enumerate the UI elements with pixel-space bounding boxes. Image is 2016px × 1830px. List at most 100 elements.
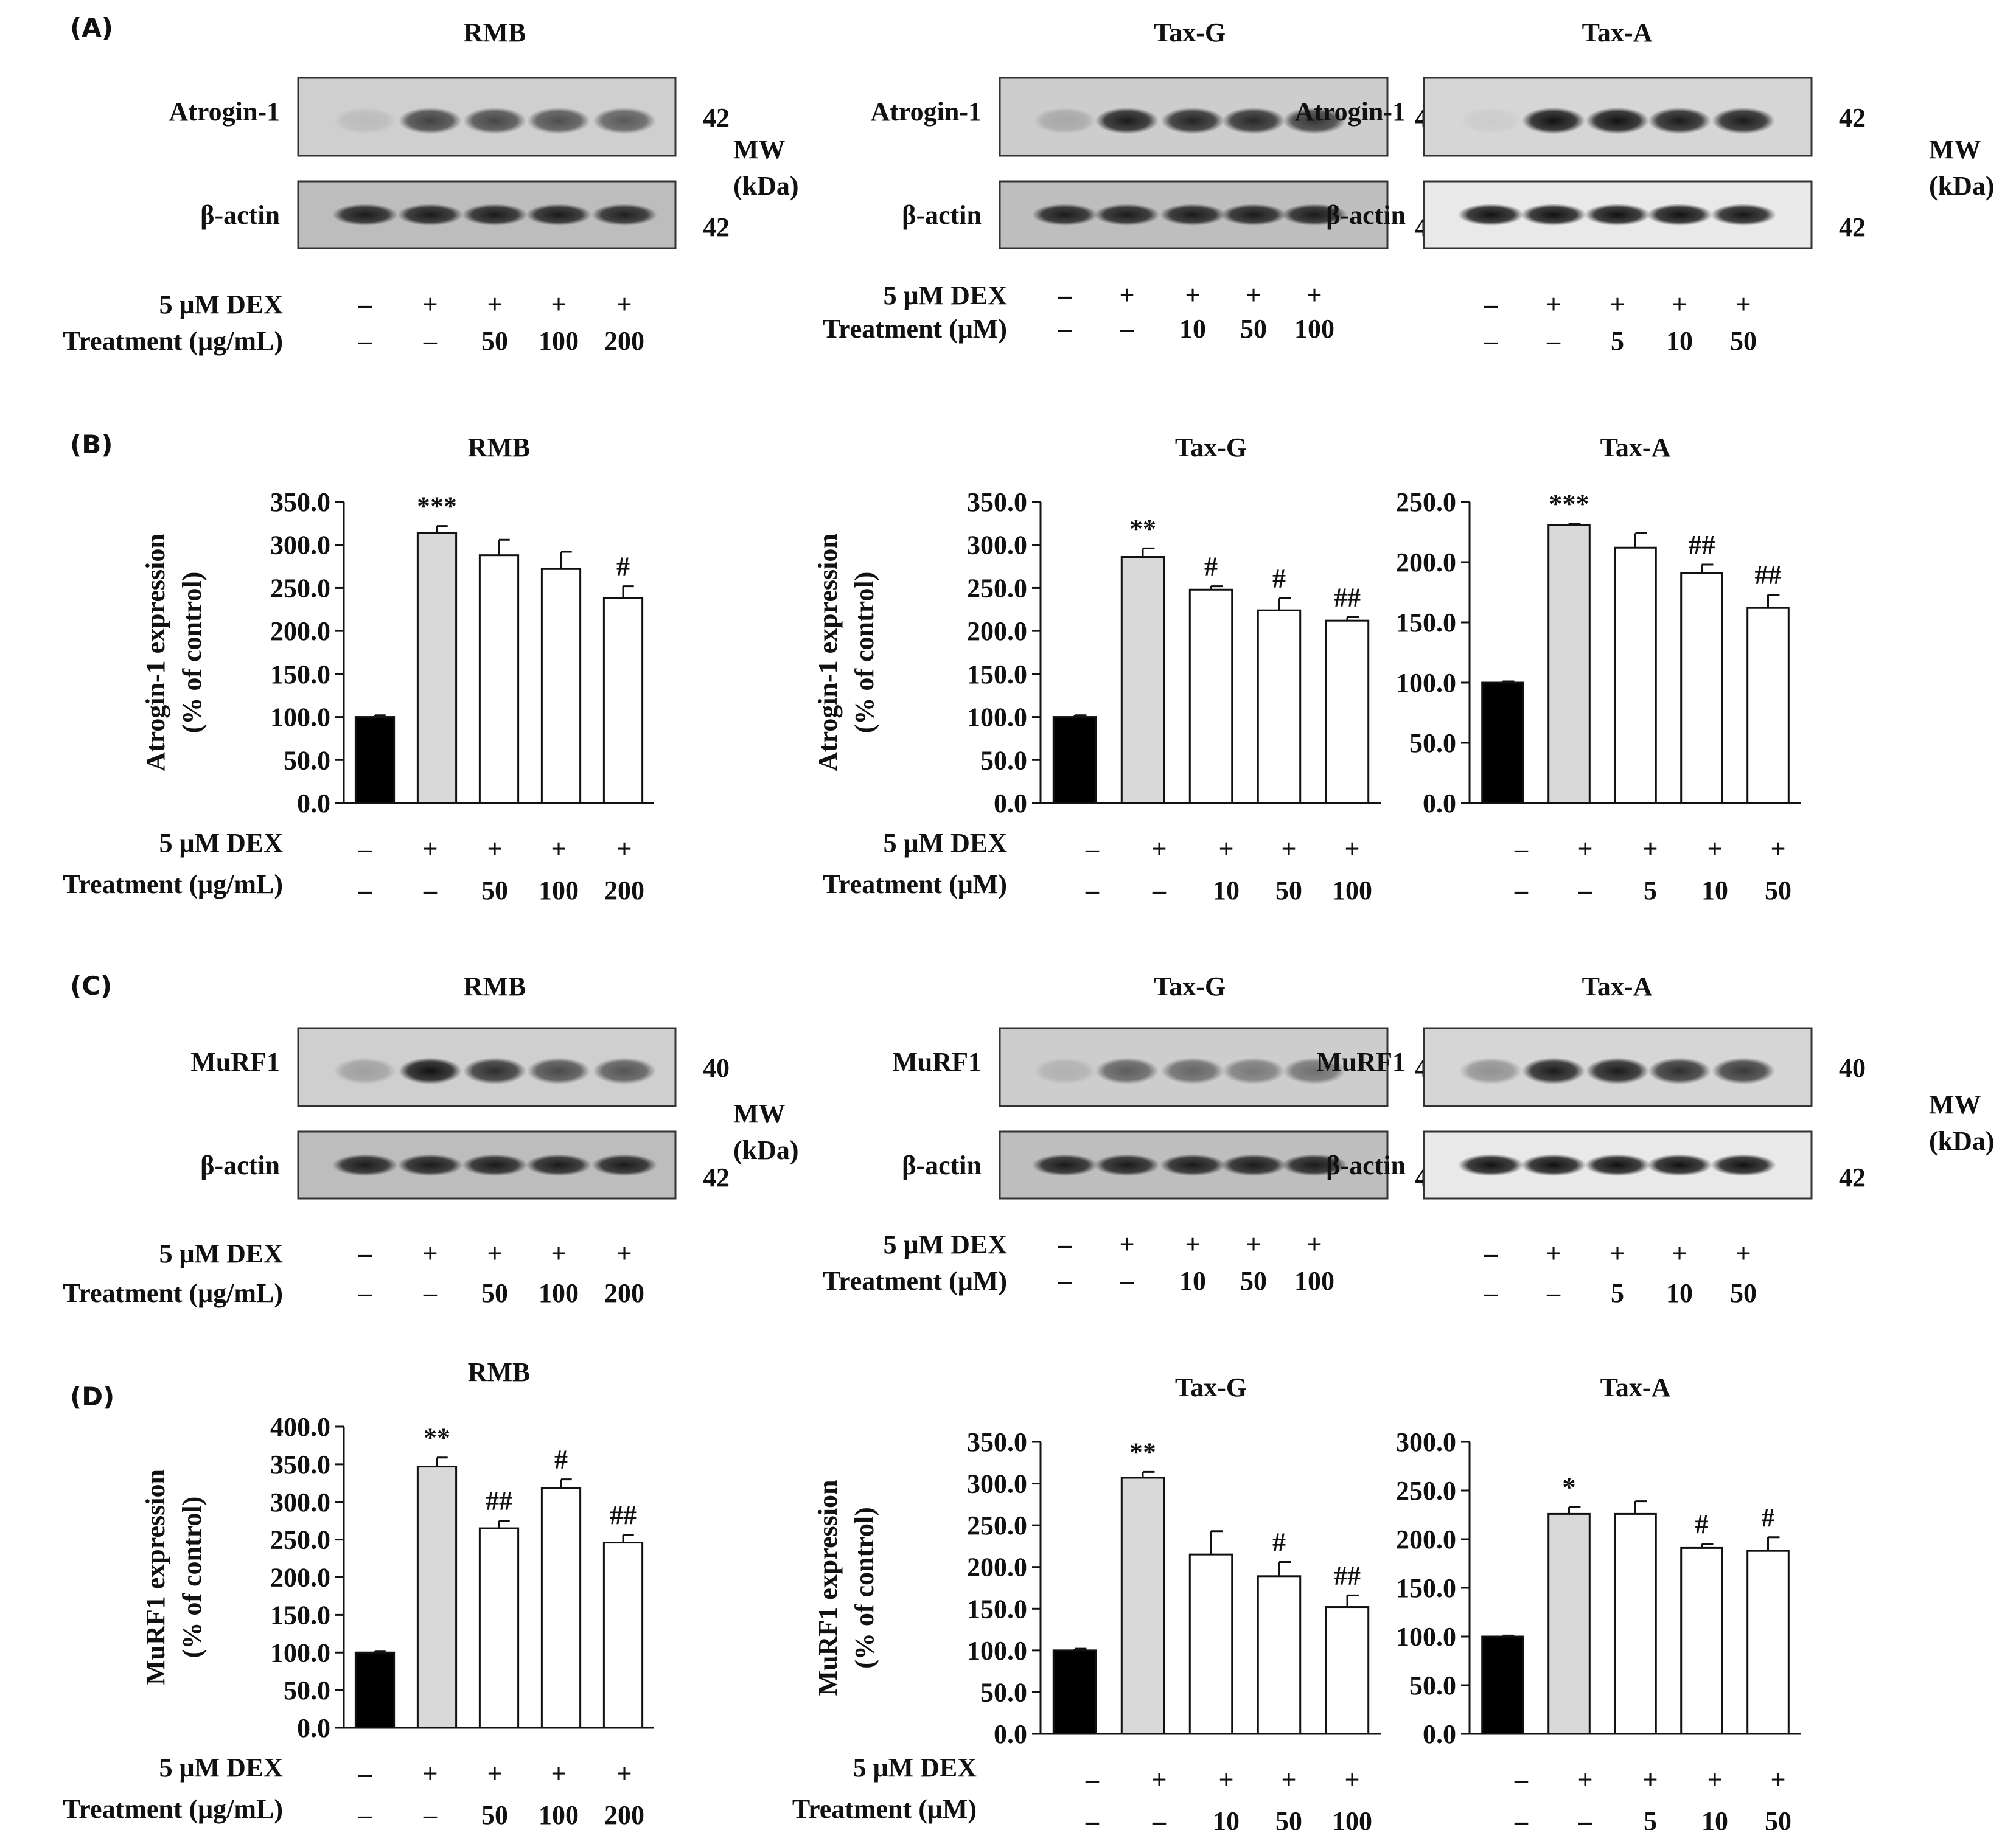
significance-mark: ## <box>1689 530 1715 560</box>
significance-mark: *** <box>1549 489 1589 519</box>
mw-value-target: 42 <box>1839 103 1866 133</box>
y-tick-label: 300.0 <box>967 1469 1027 1499</box>
bar <box>1746 607 1790 804</box>
blot-band-target <box>1161 107 1224 134</box>
dose-value: 5 <box>1611 326 1624 356</box>
treatment-label: Treatment (μM) <box>823 1266 1007 1296</box>
dose-value: 50 <box>1240 1266 1267 1296</box>
y-tick-label: 0.0 <box>1423 1719 1456 1749</box>
dex-sign: + <box>1185 1230 1200 1259</box>
mw-value-target: 40 <box>1839 1053 1866 1083</box>
blot-band-actin <box>591 204 657 226</box>
dex-sign: + <box>1119 280 1134 310</box>
dose-value: – <box>1484 1278 1498 1308</box>
dex-sign: + <box>1642 1765 1658 1795</box>
dose-value: 50 <box>1765 875 1791 905</box>
y-tick-label: 350.0 <box>270 1450 330 1480</box>
y-tick-label: 0.0 <box>994 788 1027 818</box>
blot-band-target <box>1648 107 1711 134</box>
dex-sign: + <box>1306 280 1322 310</box>
panel-letter: (C) <box>70 971 112 1001</box>
blot-label-target: MuRF1 <box>892 1047 982 1077</box>
dex-sign: + <box>487 290 502 319</box>
blot-band-target <box>1283 107 1346 134</box>
dose-value: 50 <box>481 1800 508 1830</box>
dose-value: 100 <box>539 875 579 905</box>
dex-sign: + <box>1546 1239 1561 1268</box>
dex-sign: + <box>1218 1765 1233 1795</box>
bar <box>1257 1575 1302 1735</box>
dex-sign: + <box>1577 1765 1592 1795</box>
y-tick-label: 100.0 <box>270 1638 330 1668</box>
blot-band-target <box>593 1057 656 1085</box>
significance-mark: *** <box>417 492 457 521</box>
mw-unit: (kDa) <box>733 1135 799 1165</box>
bar <box>478 1527 520 1729</box>
blot-band-actin <box>1221 1154 1286 1176</box>
bar <box>1052 1649 1097 1735</box>
bar <box>416 532 458 804</box>
mw-value-actin: 42 <box>1839 1163 1866 1192</box>
blot-band-target <box>333 107 397 134</box>
y-tick-label: 200.0 <box>967 1553 1027 1582</box>
y-tick-label: 250.0 <box>270 573 330 603</box>
bar-chart <box>1032 1441 1381 1735</box>
dex-sign: + <box>1119 1230 1134 1259</box>
y-tick-label: 250.0 <box>1396 1476 1456 1506</box>
y-tick-label: 250.0 <box>967 1511 1027 1540</box>
dex-sign: + <box>616 834 632 864</box>
significance-mark: # <box>1204 552 1218 582</box>
mw-unit: (kDa) <box>733 171 799 201</box>
blot-band-actin <box>332 1154 398 1176</box>
blot-band-target <box>463 107 526 134</box>
panel-letter: (A) <box>70 13 113 43</box>
y-tick-label: 250.0 <box>270 1525 330 1555</box>
blot-band-target <box>1522 1057 1585 1085</box>
dex-sign: + <box>422 1239 438 1268</box>
blot-band-actin <box>1094 204 1160 226</box>
blot-band-target <box>593 107 656 134</box>
dose-value: 50 <box>1730 1278 1757 1308</box>
blot-band-target <box>527 107 590 134</box>
bar <box>540 568 582 804</box>
blot-band-target <box>1586 1057 1649 1085</box>
dose-value: 10 <box>1213 1806 1240 1830</box>
dose-value: 5 <box>1644 875 1657 905</box>
dose-value: 50 <box>1730 326 1757 356</box>
dex-sign: – <box>358 834 372 864</box>
y-tick-label: 200.0 <box>1396 1525 1456 1554</box>
dose-value: 10 <box>1179 314 1206 344</box>
dose-value: 10 <box>1179 1266 1206 1296</box>
blot-band-target <box>1459 1057 1522 1085</box>
treatment-label: Treatment (μM) <box>792 1794 977 1824</box>
blot-band-target <box>1586 107 1649 134</box>
dex-label: 5 μM DEX <box>853 1753 977 1783</box>
blot-band-target <box>1283 1057 1346 1085</box>
blot-label-target: Atrogin-1 <box>169 97 280 127</box>
significance-mark: ## <box>1334 583 1361 613</box>
dex-label: 5 μM DEX <box>884 280 1008 310</box>
y-tick-label: 50.0 <box>980 745 1027 775</box>
dose-value: – <box>1152 875 1167 905</box>
treatment-label: Treatment (μg/mL) <box>63 326 283 356</box>
y-tick-label: 300.0 <box>967 531 1027 560</box>
blot-band-target <box>1095 107 1159 134</box>
dose-value: – <box>1058 314 1072 344</box>
blot-band-target <box>1648 1057 1711 1085</box>
treatment-label: Treatment (μM) <box>823 314 1007 344</box>
significance-mark: # <box>1762 1503 1775 1533</box>
dose-value: 50 <box>481 326 508 356</box>
dex-label: 5 μM DEX <box>159 828 284 858</box>
dex-sign: + <box>616 1239 632 1268</box>
bar <box>602 1542 644 1729</box>
blot-band-actin <box>1094 1154 1160 1176</box>
y-tick-label: 200.0 <box>1396 548 1456 577</box>
blot-group-title: Tax-A <box>1582 18 1653 47</box>
dose-value: 200 <box>604 1800 644 1830</box>
dose-value: – <box>1578 875 1592 905</box>
y-tick-label: 0.0 <box>1423 788 1456 818</box>
dose-value: 10 <box>1666 1278 1693 1308</box>
dex-sign: + <box>1344 834 1359 864</box>
dex-sign: + <box>1218 834 1233 864</box>
